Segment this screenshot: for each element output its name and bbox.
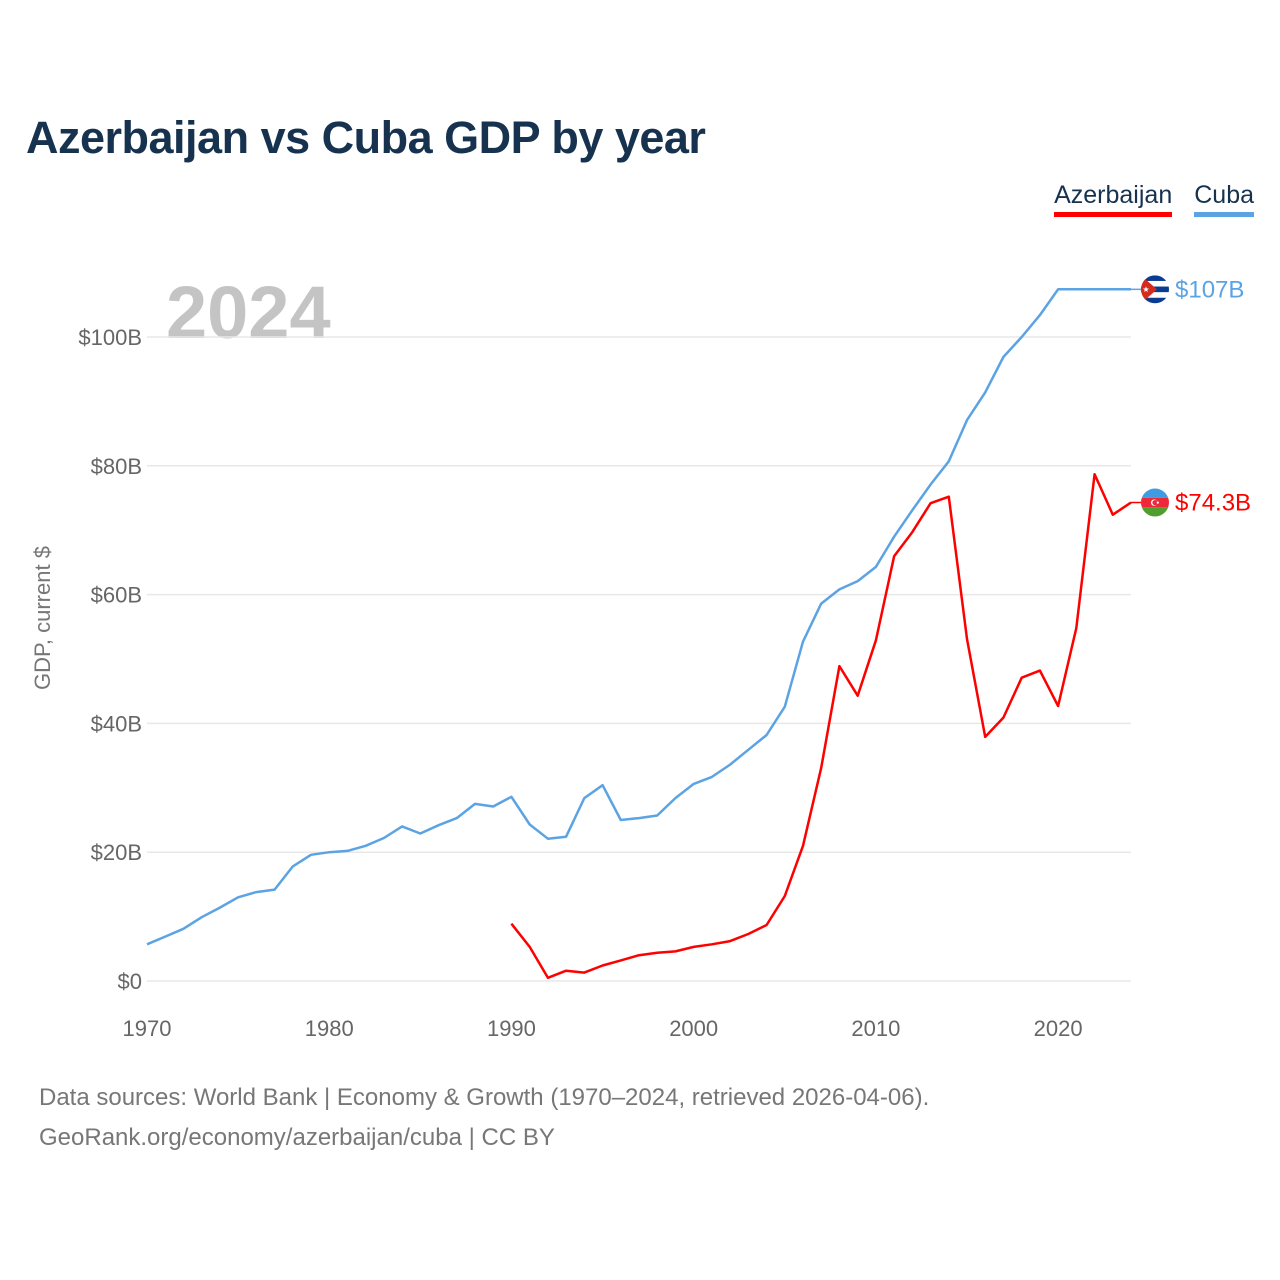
legend: Azerbaijan Cuba <box>1054 180 1254 217</box>
x-tick-label: 2010 <box>851 1016 900 1041</box>
y-tick-label: $40B <box>91 711 142 736</box>
azerbaijan-flag-icon <box>1141 488 1169 517</box>
y-tick-label: $100B <box>78 325 142 350</box>
y-axis-ticks: $0 $20B $40B $60B $80B $100B <box>78 325 142 994</box>
source-note: Data sources: World Bank | Economy & Gro… <box>39 1084 930 1111</box>
source-link[interactable]: GeoRank.org/economy/azerbaijan/cuba | CC… <box>39 1124 555 1151</box>
y-tick-label: $80B <box>91 454 142 479</box>
cuba-end-label: $107B <box>1175 276 1244 303</box>
cuba-flag-icon <box>1141 275 1169 304</box>
year-watermark: 2024 <box>166 271 331 354</box>
x-tick-label: 1970 <box>123 1016 172 1041</box>
y-axis-title: GDP, current $ <box>30 546 55 690</box>
x-tick-label: 2000 <box>669 1016 718 1041</box>
y-tick-label: $0 <box>118 969 142 994</box>
grid-lines <box>147 336 1131 982</box>
y-tick-label: $60B <box>91 583 142 608</box>
legend-item-cuba[interactable]: Cuba <box>1194 180 1254 217</box>
x-axis-ticks: 1970 1980 1990 2000 2010 2020 <box>123 1016 1083 1041</box>
y-tick-label: $20B <box>91 840 142 865</box>
x-tick-label: 1980 <box>305 1016 354 1041</box>
x-tick-label: 2020 <box>1034 1016 1083 1041</box>
series-line-azerbaijan <box>510 472 1132 980</box>
series-lines <box>146 288 1141 980</box>
x-tick-label: 1990 <box>487 1016 536 1041</box>
legend-item-azerbaijan[interactable]: Azerbaijan <box>1054 180 1173 217</box>
chart-title: Azerbaijan vs Cuba GDP by year <box>26 112 706 163</box>
series-line-cuba <box>146 288 1131 946</box>
azerbaijan-end-label: $74.3B <box>1175 490 1251 517</box>
